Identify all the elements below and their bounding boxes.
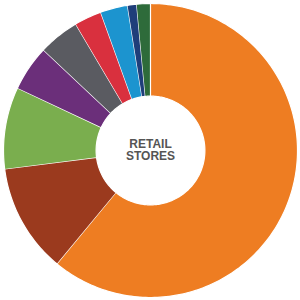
svg-text:RETAILSTORES: RETAILSTORES: [126, 137, 175, 163]
